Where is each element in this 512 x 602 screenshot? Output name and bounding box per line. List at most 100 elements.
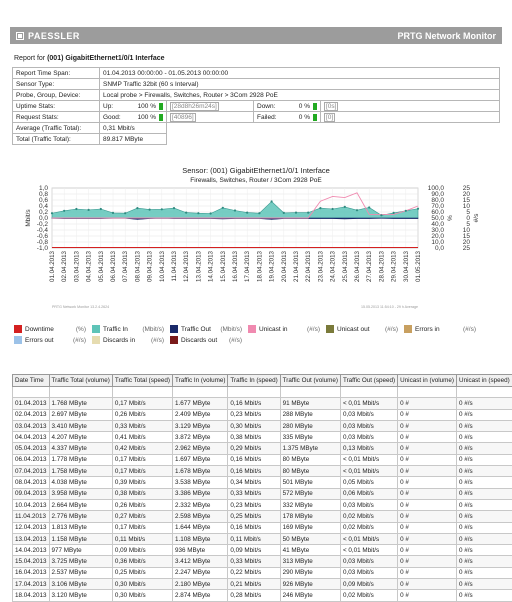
table-cell: 0 # (398, 432, 457, 443)
x-tick-label: 23.04.2013 (317, 250, 324, 282)
point-traffic-in (222, 207, 224, 209)
chart-footer-right: 15.05.2013 11:54:10 - 29 h Average (361, 305, 418, 309)
y-tick-right-num: 25 (463, 245, 471, 252)
down-bar (313, 103, 317, 110)
table-cell: 0,09 Mbit/s (340, 579, 397, 590)
table-cell: 0,06 Mbit/s (340, 488, 397, 499)
info-row: Uptime Stats: Up: 100 % [28d8h26m24s] Do… (13, 101, 500, 112)
table-cell: 06.04.2013 (13, 454, 50, 465)
table-cell: 1.758 MByte (49, 466, 112, 477)
table-cell: 0,26 Mbit/s (112, 409, 172, 420)
x-tick-label: 29.04.2013 (391, 250, 398, 282)
table-cell: 0 # (398, 488, 457, 499)
point-traffic-in (100, 208, 102, 210)
table-cell: 0 # (398, 511, 457, 522)
point-traffic-in (393, 212, 395, 214)
point-traffic-in (88, 209, 90, 211)
table-cell: 3.386 MByte (173, 488, 228, 499)
table-cell: 0 #/s (457, 398, 512, 409)
brand: PAESSLER (16, 31, 80, 41)
x-tick-label: 02.04.2013 (61, 250, 68, 282)
point-traffic-in (246, 212, 248, 214)
point-traffic-in (234, 209, 236, 211)
legend-label: Errors in (415, 326, 440, 333)
table-cell: 0,23 Mbit/s (228, 499, 280, 510)
legend-swatch (170, 336, 178, 344)
table-cell: 0,42 Mbit/s (112, 443, 172, 454)
table-cell: 0 #/s (457, 522, 512, 533)
table-cell (457, 387, 512, 398)
x-tick-label: 17.04.2013 (244, 250, 251, 282)
table-cell: 0,26 Mbit/s (112, 499, 172, 510)
point-traffic-in (380, 214, 382, 216)
table-cell: 1.644 MByte (173, 522, 228, 533)
table-cell: 0,02 Mbit/s (340, 590, 397, 601)
legend-label: Downtime (25, 326, 54, 333)
table-cell: 0,16 Mbit/s (228, 398, 280, 409)
x-tick-label: 08.04.2013 (134, 250, 141, 282)
table-cell: 0,21 Mbit/s (228, 579, 280, 590)
table-cell: 0,30 Mbit/s (228, 420, 280, 431)
legend-unit: (Mbit/s) (142, 326, 164, 333)
table-cell: 0 # (398, 556, 457, 567)
legend-label: Discards in (103, 337, 135, 344)
info-label: Average (Traffic Total): (13, 123, 100, 134)
x-tick-label: 20.04.2013 (281, 250, 288, 282)
point-traffic-in (173, 207, 175, 209)
legend-item: Errors out(#/s) (14, 336, 92, 344)
failed-count: [0] (324, 113, 335, 122)
info-row: Total (Traffic Total): 89.817 MByte (13, 134, 500, 145)
table-cell: 80 MByte (280, 454, 340, 465)
table-cell: 0 #/s (457, 567, 512, 578)
info-label: Request Stats: (13, 112, 100, 123)
table-cell: 0,33 Mbit/s (112, 420, 172, 431)
info-label: Probe, Group, Device: (13, 90, 100, 101)
table-cell: 332 MByte (280, 499, 340, 510)
x-tick-label: 04.04.2013 (86, 250, 93, 282)
table-cell: 2.409 MByte (173, 409, 228, 420)
table-cell: 2.776 MByte (49, 511, 112, 522)
table-cell: 926 MByte (280, 579, 340, 590)
x-tick-label: 25.04.2013 (342, 250, 349, 282)
table-cell: 246 MByte (280, 590, 340, 601)
legend-swatch (248, 325, 256, 333)
table-cell (280, 387, 340, 398)
table-cell: 0 #/s (457, 579, 512, 590)
info-row: Probe, Group, Device: Local probe > Fire… (13, 90, 500, 101)
table-cell: 3.538 MByte (173, 477, 228, 488)
x-tick-label: 24.04.2013 (330, 250, 337, 282)
table-cell: 0,28 Mbit/s (228, 590, 280, 601)
table-cell: 1.678 MByte (173, 466, 228, 477)
column-header: Traffic Out (volume) (280, 375, 340, 387)
failed-bar (313, 114, 317, 121)
info-label: Sensor Type: (13, 79, 100, 90)
table-cell: 4.207 MByte (49, 432, 112, 443)
table-cell: 15.04.2013 (13, 556, 50, 567)
table-cell: 0,05 Mbit/s (340, 477, 397, 488)
point-traffic-in (368, 206, 370, 208)
table-cell: 3.120 MByte (49, 590, 112, 601)
table-cell: 0,17 Mbit/s (112, 466, 172, 477)
table-cell: 0,23 Mbit/s (228, 409, 280, 420)
info-label: Report Time Span: (13, 68, 100, 79)
table-cell (228, 387, 280, 398)
table-cell: 178 MByte (280, 511, 340, 522)
table-cell: 169 MByte (280, 522, 340, 533)
table-cell: 2.697 MByte (49, 409, 112, 420)
table-cell: 0,11 Mbit/s (112, 533, 172, 544)
table-cell: 41 MByte (280, 545, 340, 556)
table-cell (112, 387, 172, 398)
table-cell: 0,16 Mbit/s (228, 454, 280, 465)
table-cell: 1.697 MByte (173, 454, 228, 465)
table-cell: 0,03 Mbit/s (340, 499, 397, 510)
table-cell: 977 MByte (49, 545, 112, 556)
table-cell: 4.038 MByte (49, 477, 112, 488)
table-cell: 0 #/s (457, 499, 512, 510)
table-cell: 0,25 Mbit/s (112, 567, 172, 578)
table-cell: 280 MByte (280, 420, 340, 431)
